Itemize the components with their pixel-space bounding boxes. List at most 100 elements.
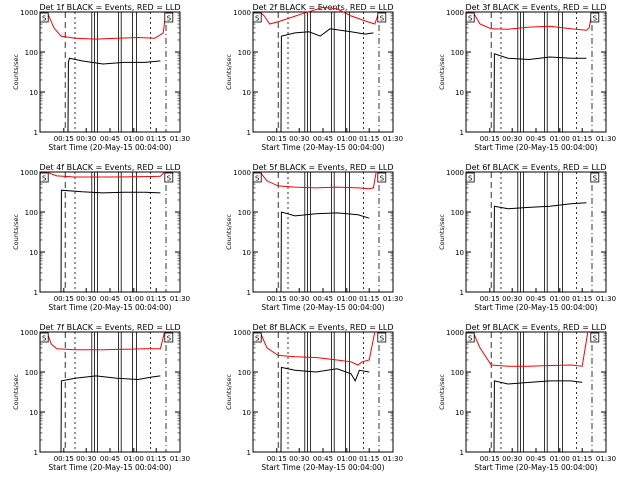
start-marker-label: S bbox=[42, 175, 47, 183]
start-marker-box bbox=[590, 172, 600, 183]
x-tick-label: 01:15 bbox=[572, 135, 592, 143]
y-tick-label: 1 bbox=[460, 449, 464, 457]
panel-1: Det 1f BLACK = Events, RED = LLD 1 10 100 10… bbox=[12, 3, 190, 152]
y-tick-label: 1 bbox=[247, 129, 251, 137]
panel-6: Det 6f BLACK = Events, RED = LLD 1 10 100 10… bbox=[438, 163, 616, 312]
x-tick-label: 00:30 bbox=[289, 295, 309, 303]
y-axis-label: Counts/sec bbox=[12, 214, 20, 250]
events-series-line bbox=[67, 57, 161, 133]
start-marker-label: S bbox=[42, 15, 47, 23]
start-marker-box bbox=[465, 172, 475, 183]
y-tick-label: 100 bbox=[25, 49, 38, 57]
x-tick-label: 00:30 bbox=[502, 135, 522, 143]
x-tick-label: 00:45 bbox=[526, 295, 546, 303]
x-tick-label: 01:00 bbox=[550, 135, 570, 143]
panel-title: Det 7f BLACK = Events, RED = LLD bbox=[39, 323, 180, 332]
y-tick-label: 1 bbox=[34, 449, 38, 457]
x-tick-label: 00:15 bbox=[480, 455, 500, 463]
y-tick-label: 1 bbox=[247, 449, 251, 457]
x-tick-label: 00:15 bbox=[54, 455, 74, 463]
y-tick-label: 10 bbox=[455, 249, 464, 257]
events-series-line bbox=[493, 53, 587, 133]
start-marker-label: S bbox=[468, 335, 473, 343]
y-tick-label: 1000 bbox=[446, 169, 464, 177]
y-tick-label: 10 bbox=[242, 409, 251, 417]
lld-series-line bbox=[259, 171, 377, 190]
start-marker-label: S bbox=[593, 335, 598, 343]
x-tick-label: 00:45 bbox=[100, 455, 120, 463]
start-marker-label: S bbox=[167, 15, 172, 23]
panel-9: Det 9f BLACK = Events, RED = LLD 1 10 100 10… bbox=[438, 323, 616, 472]
x-tick-label: 00:15 bbox=[267, 455, 287, 463]
y-tick-label: 10 bbox=[29, 409, 38, 417]
panel-title: Det 5f BLACK = Events, RED = LLD bbox=[252, 163, 393, 172]
start-marker-box bbox=[39, 332, 49, 343]
events-series-line bbox=[60, 375, 161, 453]
start-marker-box bbox=[465, 12, 475, 23]
x-tick-label: 01:00 bbox=[337, 455, 357, 463]
panel-title: Det 4f BLACK = Events, RED = LLD bbox=[39, 163, 180, 172]
x-tick-label: 00:15 bbox=[54, 135, 74, 143]
y-tick-label: 1 bbox=[34, 129, 38, 137]
x-tick-label: 00:15 bbox=[267, 295, 287, 303]
y-tick-label: 100 bbox=[451, 49, 464, 57]
start-marker-label: S bbox=[380, 335, 385, 343]
x-tick-label: 01:00 bbox=[337, 135, 357, 143]
x-tick-label: 01:30 bbox=[170, 295, 190, 303]
y-tick-label: 10 bbox=[242, 89, 251, 97]
y-axis-label: Counts/sec bbox=[438, 54, 446, 90]
y-tick-label: 1 bbox=[34, 289, 38, 297]
y-tick-label: 100 bbox=[238, 49, 251, 57]
start-marker-box bbox=[252, 12, 262, 23]
y-tick-label: 1000 bbox=[233, 329, 251, 337]
x-tick-label: 01:00 bbox=[337, 295, 357, 303]
start-marker-label: S bbox=[380, 175, 385, 183]
x-tick-label: 00:45 bbox=[313, 455, 333, 463]
start-marker-label: S bbox=[167, 175, 172, 183]
lld-series-line bbox=[472, 11, 593, 31]
y-tick-label: 1000 bbox=[446, 329, 464, 337]
x-tick-label: 01:30 bbox=[170, 455, 190, 463]
plot-frame bbox=[252, 331, 394, 453]
start-marker-label: S bbox=[42, 335, 47, 343]
x-axis-label: Start Time (20-May-15 00:04:00) bbox=[48, 463, 171, 472]
panel-2: Det 2f BLACK = Events, RED = LLD11010010… bbox=[225, 3, 403, 152]
x-tick-label: 01:30 bbox=[383, 455, 403, 463]
x-tick-label: 01:00 bbox=[550, 295, 570, 303]
x-tick-label: 00:15 bbox=[267, 135, 287, 143]
x-tick-label: 01:15 bbox=[146, 135, 166, 143]
y-tick-label: 10 bbox=[242, 249, 251, 257]
y-tick-label: 1000 bbox=[20, 169, 38, 177]
x-tick-label: 01:30 bbox=[596, 135, 616, 143]
events-series-line bbox=[280, 366, 370, 453]
x-tick-label: 01:00 bbox=[124, 295, 144, 303]
x-tick-label: 01:30 bbox=[383, 295, 403, 303]
x-tick-label: 00:30 bbox=[502, 295, 522, 303]
panel-title: Det 3f BLACK = Events, RED = LLD bbox=[465, 3, 606, 12]
start-marker-label: S bbox=[468, 15, 473, 23]
start-marker-label: S bbox=[255, 15, 260, 23]
x-tick-label: 00:45 bbox=[313, 295, 333, 303]
plot-frame bbox=[252, 171, 394, 293]
x-tick-label: 01:00 bbox=[124, 455, 144, 463]
x-tick-label: 00:30 bbox=[289, 135, 309, 143]
x-tick-label: 00:30 bbox=[76, 135, 96, 143]
y-axis-label: Counts/sec bbox=[225, 374, 233, 410]
x-axis-label: Start Time (20-May-15 00:04:00) bbox=[474, 303, 597, 312]
start-marker-box bbox=[590, 12, 600, 23]
start-marker-label: S bbox=[255, 175, 260, 183]
start-marker-box bbox=[164, 172, 174, 183]
x-tick-label: 00:45 bbox=[526, 135, 546, 143]
y-tick-label: 100 bbox=[238, 369, 251, 377]
panel-5: Det 5f BLACK = Events, RED = LLD 1 10 100 10… bbox=[225, 163, 403, 312]
y-tick-label: 1000 bbox=[20, 329, 38, 337]
y-tick-label: 100 bbox=[238, 209, 251, 217]
panel-7: Det 7f BLACK = Events, RED = LLD 1 10 100 10… bbox=[12, 323, 190, 472]
x-axis-label: Start Time (20-May-15 00:04:00) bbox=[474, 463, 597, 472]
x-tick-label: 01:15 bbox=[359, 135, 379, 143]
y-tick-label: 10 bbox=[29, 249, 38, 257]
x-axis-label: Start Time (20-May-15 00:04:00) bbox=[474, 143, 597, 152]
x-axis-label: Start Time (20-May-15 00:04:00) bbox=[48, 143, 171, 152]
panel-title: Det 6f BLACK = Events, RED = LLD bbox=[465, 163, 606, 172]
y-axis-label: Counts/sec bbox=[12, 54, 20, 90]
